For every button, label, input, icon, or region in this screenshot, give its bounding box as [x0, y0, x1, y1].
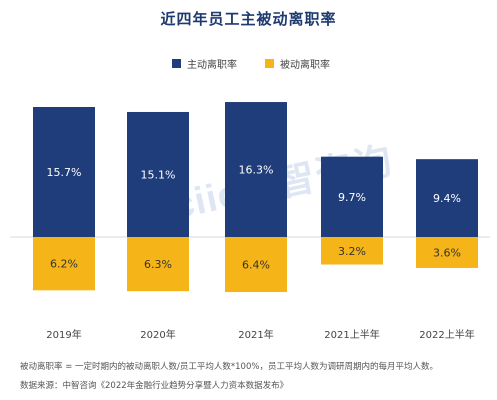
tick-label-4: 2022上半年	[419, 328, 474, 341]
legend: 主动离职率 被动离职率	[172, 56, 330, 71]
bar-passive-4	[416, 237, 478, 268]
source-note: 数据来源：中智咨询《2022年金融行业趋势分享暨人力资本数据发布》	[20, 381, 289, 391]
definition-note: 被动离职率 = 一定时期内的被动离职人数/员工平均人数*100%，员工平均人数为…	[20, 362, 438, 372]
bar-active-3	[321, 156, 383, 237]
bar-active-2	[225, 102, 287, 237]
legend-swatch-passive	[265, 59, 274, 68]
data-label-passive-2: 6.4%	[242, 259, 270, 272]
data-label-active-3: 9.7%	[338, 191, 366, 204]
data-label-active-4: 9.4%	[433, 192, 461, 205]
legend-swatch-active	[172, 59, 181, 68]
data-label-passive-3: 3.2%	[338, 245, 366, 258]
bar-passive-0	[33, 237, 95, 291]
notes: 被动离职率 = 一定时期内的被动离职人数/员工平均人数*100%，员工平均人数为…	[20, 358, 438, 396]
bar-passive-1	[127, 237, 189, 292]
bar-active-4	[416, 159, 478, 237]
data-label-passive-4: 3.6%	[433, 246, 461, 259]
bar-active-0	[33, 107, 95, 237]
data-label-active-0: 15.7%	[47, 166, 82, 179]
bar-passive-3	[321, 237, 383, 265]
legend-item-active: 主动离职率	[172, 56, 237, 71]
bar-active-1	[127, 111, 189, 237]
data-label-active-1: 15.1%	[141, 168, 176, 181]
tick-label-2: 2021年	[238, 328, 273, 341]
tick-label-3: 2021上半年	[324, 328, 379, 341]
data-label-passive-1: 6.3%	[144, 258, 172, 271]
tick-label-1: 2020年	[140, 328, 175, 341]
chart-title: 近四年员工主被动离职率	[160, 10, 337, 28]
legend-label-passive: 被动离职率	[280, 60, 330, 71]
legend-item-passive: 被动离职率	[265, 56, 330, 71]
data-label-passive-0: 6.2%	[50, 258, 78, 271]
tick-label-0: 2019年	[46, 328, 81, 341]
bar-passive-2	[225, 237, 287, 293]
data-label-active-2: 16.3%	[239, 164, 274, 177]
legend-label-active: 主动离职率	[187, 60, 237, 71]
